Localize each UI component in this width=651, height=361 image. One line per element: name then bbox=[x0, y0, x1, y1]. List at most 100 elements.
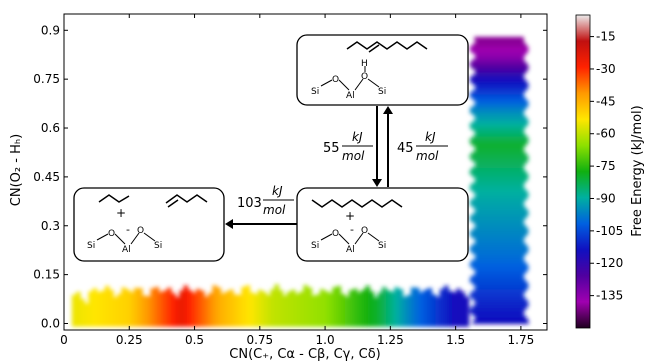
heatmap-cell-band bbox=[282, 295, 288, 327]
heatmap-cell-column bbox=[475, 285, 529, 290]
atom-si: Si bbox=[87, 241, 95, 251]
plot-frame bbox=[63, 13, 548, 331]
heatmap-cell-band bbox=[427, 288, 433, 327]
heatmap-cell-column bbox=[469, 307, 526, 312]
heatmap-cell-band bbox=[365, 285, 371, 327]
heatmap-cell-band bbox=[443, 285, 449, 327]
heatmap-cell-band bbox=[290, 289, 296, 327]
colorbar-tick-label: -105 bbox=[596, 224, 623, 238]
arrowhead-up bbox=[383, 106, 393, 114]
heatmap-cell-column bbox=[475, 55, 524, 60]
si-o-al-bond bbox=[367, 78, 380, 88]
x-tick-label: 0.75 bbox=[246, 333, 273, 347]
heatmap-cell-band bbox=[336, 286, 342, 327]
heatmap-cell-column bbox=[470, 275, 524, 280]
heatmap-cell-column bbox=[469, 231, 529, 235]
heatmap-cell-band bbox=[154, 287, 160, 327]
heatmap-cell-column bbox=[475, 100, 529, 105]
heatmap-cell-column bbox=[475, 68, 528, 73]
heatmap-cell-column bbox=[469, 46, 529, 51]
reaction-scheme: Si O Al O H Si + - Si O Al O Si + - Si O… bbox=[73, 34, 469, 262]
heatmap-cell-band bbox=[187, 290, 193, 327]
heatmap-cell-column bbox=[469, 62, 528, 67]
heatmap-cell-column bbox=[474, 164, 524, 169]
colorbar-tick-label: -75 bbox=[596, 159, 616, 173]
heatmap-cell-column bbox=[475, 240, 525, 245]
heatmap-cell-band bbox=[228, 289, 234, 327]
heatmap-cell-column bbox=[469, 278, 526, 283]
heatmap-cell-column bbox=[470, 199, 525, 204]
heatmap-cell-band bbox=[92, 288, 98, 327]
atom-al: Al bbox=[346, 91, 355, 101]
si-o-al-bond bbox=[143, 232, 156, 242]
atom-o: O bbox=[332, 75, 339, 85]
x-tick-label: 1.75 bbox=[508, 333, 535, 347]
adsorbed-alkene-box bbox=[296, 34, 469, 106]
heatmap-cell-band bbox=[419, 292, 424, 327]
y-tick-label: 0.45 bbox=[33, 170, 60, 184]
heatmap-layer bbox=[71, 36, 529, 327]
heatmap-cell-column bbox=[472, 320, 529, 325]
heatmap-cell-column bbox=[474, 52, 526, 57]
heatmap-cell-column bbox=[474, 313, 525, 318]
heatmap-cell-column bbox=[475, 161, 527, 165]
heatmap-cell-column bbox=[470, 106, 526, 111]
atom-si: Si bbox=[311, 241, 319, 251]
heatmap-cell-band bbox=[286, 291, 292, 327]
heatmap-cell-column bbox=[474, 272, 525, 277]
y-axis: 0.0 0.15 0.3 0.45 0.6 0.75 0.9 bbox=[33, 23, 547, 330]
heatmap-cell-band bbox=[212, 285, 218, 327]
heatmap-cell-band bbox=[257, 289, 263, 327]
heatmap-cell-column bbox=[470, 218, 525, 223]
atom-o: O bbox=[108, 229, 115, 239]
heatmap-cell-column bbox=[470, 234, 526, 239]
heatmap-cell-column bbox=[474, 145, 525, 149]
energy-unit-bottom: mol bbox=[263, 203, 286, 217]
si-o-al-bond bbox=[130, 232, 140, 245]
heatmap-cell-band bbox=[183, 285, 189, 327]
heatmap-cell-band bbox=[299, 291, 304, 327]
y-tick-label: 0.6 bbox=[41, 121, 60, 135]
heatmap-cell-band bbox=[175, 297, 180, 327]
heatmap-cell-band bbox=[352, 288, 358, 327]
energy-up-value: 45 bbox=[397, 141, 414, 156]
heatmap-cell-column bbox=[472, 81, 528, 86]
atom-si: Si bbox=[311, 87, 319, 97]
atom-h: H bbox=[361, 59, 368, 69]
heatmap-cell-column bbox=[472, 227, 529, 232]
heatmap-cell-band bbox=[195, 289, 201, 327]
energy-unit-bottom: mol bbox=[342, 149, 365, 163]
heatmap-cell-column bbox=[469, 262, 528, 267]
heatmap-cell-band bbox=[377, 292, 383, 327]
heatmap-cell-band bbox=[435, 296, 441, 327]
x-tick-label: 0.5 bbox=[185, 333, 204, 347]
heatmap-cell-band bbox=[386, 290, 391, 327]
octene-structure bbox=[346, 41, 428, 50]
heatmap-cell-band bbox=[278, 290, 284, 327]
x-tick-label: 0 bbox=[60, 333, 68, 347]
heatmap-cell-band bbox=[237, 294, 242, 327]
heatmap-cell-column bbox=[475, 176, 528, 181]
heatmap-cell-column bbox=[473, 205, 526, 210]
y-tick-label: 0.15 bbox=[33, 268, 60, 282]
heatmap-cell-band bbox=[456, 288, 462, 327]
heatmap-cell-band bbox=[121, 287, 127, 327]
atom-o: O bbox=[137, 226, 144, 236]
heatmap-cell-band bbox=[109, 289, 114, 327]
si-o-al-bond bbox=[367, 232, 380, 242]
si-o-al-bond bbox=[338, 79, 350, 91]
butene-structure bbox=[165, 194, 208, 204]
propyl-cation-structure bbox=[98, 194, 130, 203]
energy-left-value: 103 bbox=[237, 196, 262, 211]
heatmap-cell-column bbox=[475, 84, 529, 89]
heatmap-cell-band bbox=[357, 292, 362, 327]
heatmap-cell-band bbox=[224, 291, 230, 327]
energy-unit-top: kJ bbox=[425, 130, 436, 144]
heatmap-cell-band bbox=[369, 291, 375, 327]
heatmap-cell-column bbox=[470, 291, 524, 296]
heatmap-cell-band bbox=[431, 294, 437, 327]
heatmap-cell-band bbox=[266, 295, 271, 327]
heatmap-cell-column bbox=[469, 78, 526, 82]
heatmap-cell-column bbox=[469, 94, 524, 98]
